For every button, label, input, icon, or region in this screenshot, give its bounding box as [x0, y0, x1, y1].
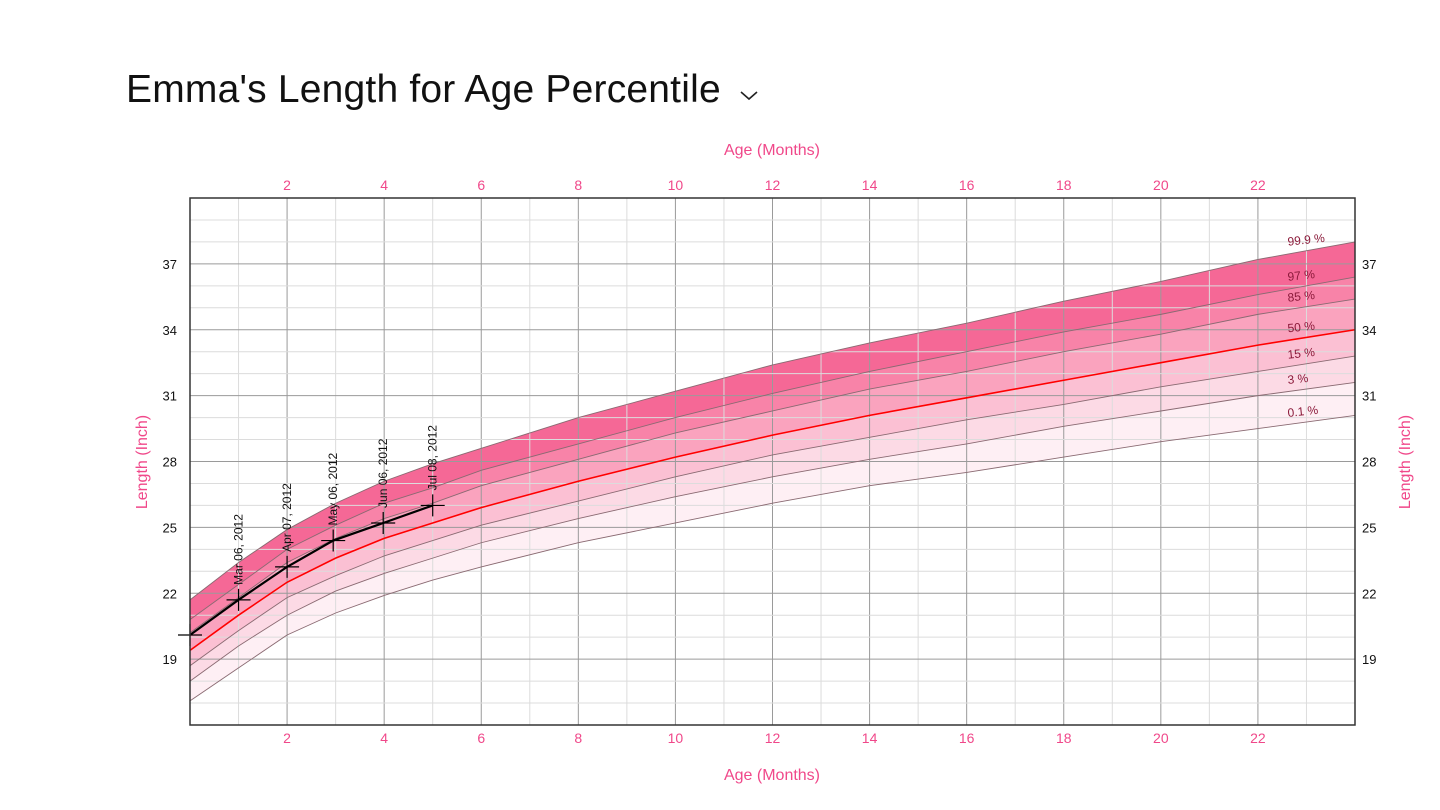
data-point-label: Jul 08, 2012 — [426, 425, 440, 491]
x-tick-label-bottom: 22 — [1250, 730, 1266, 746]
x-tick-label-top: 2 — [283, 177, 291, 193]
y-axis-label-left: Length (Inch) — [134, 415, 151, 509]
data-point-marker — [226, 588, 251, 611]
data-point-marker — [371, 511, 396, 534]
y-tick-label-right: 19 — [1362, 652, 1376, 667]
y-tick-label-right: 31 — [1362, 389, 1376, 404]
percentile-label: 0.1 % — [1287, 403, 1319, 420]
x-tick-label-top: 22 — [1250, 177, 1266, 193]
x-tick-label-top: 14 — [862, 177, 878, 193]
y-tick-label-left: 25 — [163, 520, 177, 535]
x-tick-label-bottom: 8 — [574, 730, 582, 746]
chevron-down-icon[interactable] — [738, 84, 760, 106]
percentile-line — [189, 328, 1356, 651]
data-point-label: Mar 06, 2012 — [232, 514, 246, 585]
y-tick-label-left: 31 — [163, 389, 177, 404]
percentile-line — [189, 414, 1356, 702]
data-point-label: Jun 06, 2012 — [376, 438, 390, 508]
x-tick-label-bottom: 14 — [862, 730, 878, 746]
y-tick-label-right: 34 — [1362, 323, 1376, 338]
x-axis-label-top: Age (Months) — [724, 142, 820, 159]
y-tick-label-right: 37 — [1362, 257, 1376, 272]
percentile-line — [189, 298, 1356, 634]
percentile-band — [190, 241, 1355, 620]
percentile-label: 99.9 % — [1287, 231, 1326, 249]
percentile-line — [189, 241, 1356, 601]
x-tick-label-bottom: 6 — [477, 730, 485, 746]
x-tick-label-bottom: 2 — [283, 730, 291, 746]
percentile-band — [190, 277, 1355, 633]
data-point-label: May 06, 2012 — [326, 453, 340, 526]
y-tick-label-right: 25 — [1362, 520, 1376, 535]
x-tick-label-bottom: 10 — [668, 730, 684, 746]
x-tick-label-top: 18 — [1056, 177, 1072, 193]
x-tick-label-bottom: 16 — [959, 730, 975, 746]
data-point-marker — [420, 494, 445, 517]
percentile-label: 50 % — [1287, 319, 1316, 336]
y-tick-label-right: 22 — [1362, 586, 1376, 601]
percentile-band — [190, 299, 1355, 651]
x-tick-label-top: 16 — [959, 177, 975, 193]
y-tick-label-left: 28 — [163, 455, 177, 470]
data-point-marker — [321, 529, 346, 552]
x-tick-label-bottom: 4 — [380, 730, 388, 746]
percentile-band — [190, 382, 1355, 701]
percentile-label: 97 % — [1287, 267, 1316, 284]
plot-frame — [189, 197, 1356, 726]
y-tick-label-left: 37 — [163, 257, 177, 272]
y-tick-label-left: 22 — [163, 586, 177, 601]
percentile-label: 85 % — [1287, 288, 1316, 305]
x-tick-label-top: 10 — [668, 177, 684, 193]
x-tick-label-bottom: 12 — [765, 730, 781, 746]
percentile-band — [190, 329, 1355, 666]
x-tick-label-top: 8 — [574, 177, 582, 193]
y-tick-label-left: 19 — [163, 652, 177, 667]
page-title: Emma's Length for Age Percentile — [126, 68, 721, 111]
percentile-line — [189, 355, 1356, 667]
y-tick-label-left: 34 — [163, 323, 177, 338]
percentile-line — [189, 276, 1356, 620]
x-tick-label-top: 6 — [477, 177, 485, 193]
percentile-line — [189, 382, 1356, 682]
x-axis-label-bottom: Age (Months) — [724, 767, 820, 784]
x-tick-label-bottom: 18 — [1056, 730, 1072, 746]
percentile-label: 3 % — [1287, 371, 1309, 387]
data-point-marker — [275, 555, 300, 578]
x-tick-label-top: 12 — [765, 177, 781, 193]
x-tick-label-top: 20 — [1153, 177, 1169, 193]
data-point-label: Apr 07, 2012 — [280, 483, 294, 552]
y-axis-label-right: Length (Inch) — [1397, 415, 1414, 509]
emma-series-line — [189, 504, 434, 636]
x-tick-label-bottom: 20 — [1153, 730, 1169, 746]
x-tick-label-top: 4 — [380, 177, 388, 193]
percentile-label: 15 % — [1287, 345, 1316, 362]
percentile-band — [190, 356, 1355, 682]
y-tick-label-right: 28 — [1362, 455, 1376, 470]
